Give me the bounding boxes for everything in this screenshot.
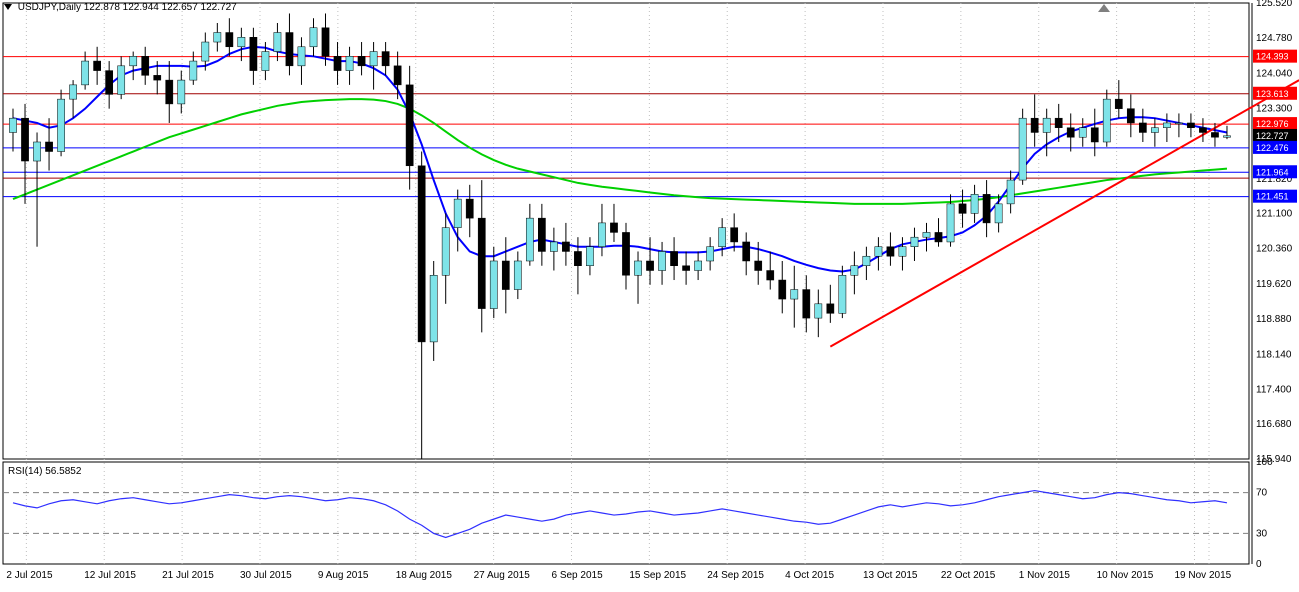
svg-text:18 Aug 2015: 18 Aug 2015 [396,570,453,581]
svg-text:RSI(14) 56.5852: RSI(14) 56.5852 [8,466,82,477]
svg-text:4 Oct 2015: 4 Oct 2015 [785,570,834,581]
ohlc-o: 122.878 [84,2,120,13]
svg-text:119.620: 119.620 [1256,279,1292,290]
svg-text:0: 0 [1256,559,1262,570]
ohlc-l: 122.657 [162,2,198,13]
svg-text:121.964: 121.964 [1256,167,1289,177]
svg-text:70: 70 [1256,488,1268,499]
svg-text:13 Oct 2015: 13 Oct 2015 [863,570,918,581]
svg-text:118.140: 118.140 [1256,349,1292,360]
svg-text:123.300: 123.300 [1256,104,1293,115]
svg-text:120.360: 120.360 [1256,244,1293,255]
svg-text:124.780: 124.780 [1256,33,1293,44]
svg-text:9 Aug 2015: 9 Aug 2015 [318,570,369,581]
svg-text:21 Jul 2015: 21 Jul 2015 [162,570,214,581]
svg-text:124.040: 124.040 [1256,68,1293,79]
svg-text:30 Jul 2015: 30 Jul 2015 [240,570,292,581]
svg-text:6 Sep 2015: 6 Sep 2015 [551,570,603,581]
ohlc-h: 122.944 [123,2,159,13]
chart-info-bar: USDJPY,Daily 122.878 122.944 122.657 122… [4,2,237,13]
svg-text:27 Aug 2015: 27 Aug 2015 [474,570,531,581]
chart-svg[interactable]: 2 Jul 2015 12 Jul 2015 21 Jul 2015 30 Jul 2… [0,0,1299,592]
svg-text:123.613: 123.613 [1256,89,1289,99]
svg-text:15 Sep 2015: 15 Sep 2015 [629,570,686,581]
svg-text:121.100: 121.100 [1256,208,1293,219]
svg-text:125.520: 125.520 [1256,0,1293,9]
svg-text:2 Jul 2015: 2 Jul 2015 [6,570,53,581]
svg-text:121.451: 121.451 [1256,192,1289,202]
dropdown-icon[interactable] [4,4,12,10]
svg-text:24 Sep 2015: 24 Sep 2015 [707,570,764,581]
svg-text:116.680: 116.680 [1256,419,1292,430]
svg-text:22 Oct 2015: 22 Oct 2015 [941,570,996,581]
svg-text:10 Nov 2015: 10 Nov 2015 [1097,570,1154,581]
svg-text:19 Nov 2015: 19 Nov 2015 [1174,570,1231,581]
ohlc-c: 122.727 [201,2,237,13]
symbol-label: USDJPY,Daily [18,2,81,13]
svg-text:1 Nov 2015: 1 Nov 2015 [1019,570,1071,581]
svg-text:122.727: 122.727 [1256,131,1289,141]
svg-text:124.393: 124.393 [1256,52,1289,62]
svg-text:100: 100 [1256,457,1273,468]
svg-text:117.400: 117.400 [1256,385,1292,396]
chart-root: USDJPY,Daily 122.878 122.944 122.657 122… [0,0,1299,592]
svg-text:122.476: 122.476 [1256,143,1289,153]
svg-text:118.880: 118.880 [1256,314,1292,325]
svg-text:122.976: 122.976 [1256,119,1289,129]
svg-text:30: 30 [1256,528,1268,539]
svg-text:12 Jul 2015: 12 Jul 2015 [84,570,136,581]
